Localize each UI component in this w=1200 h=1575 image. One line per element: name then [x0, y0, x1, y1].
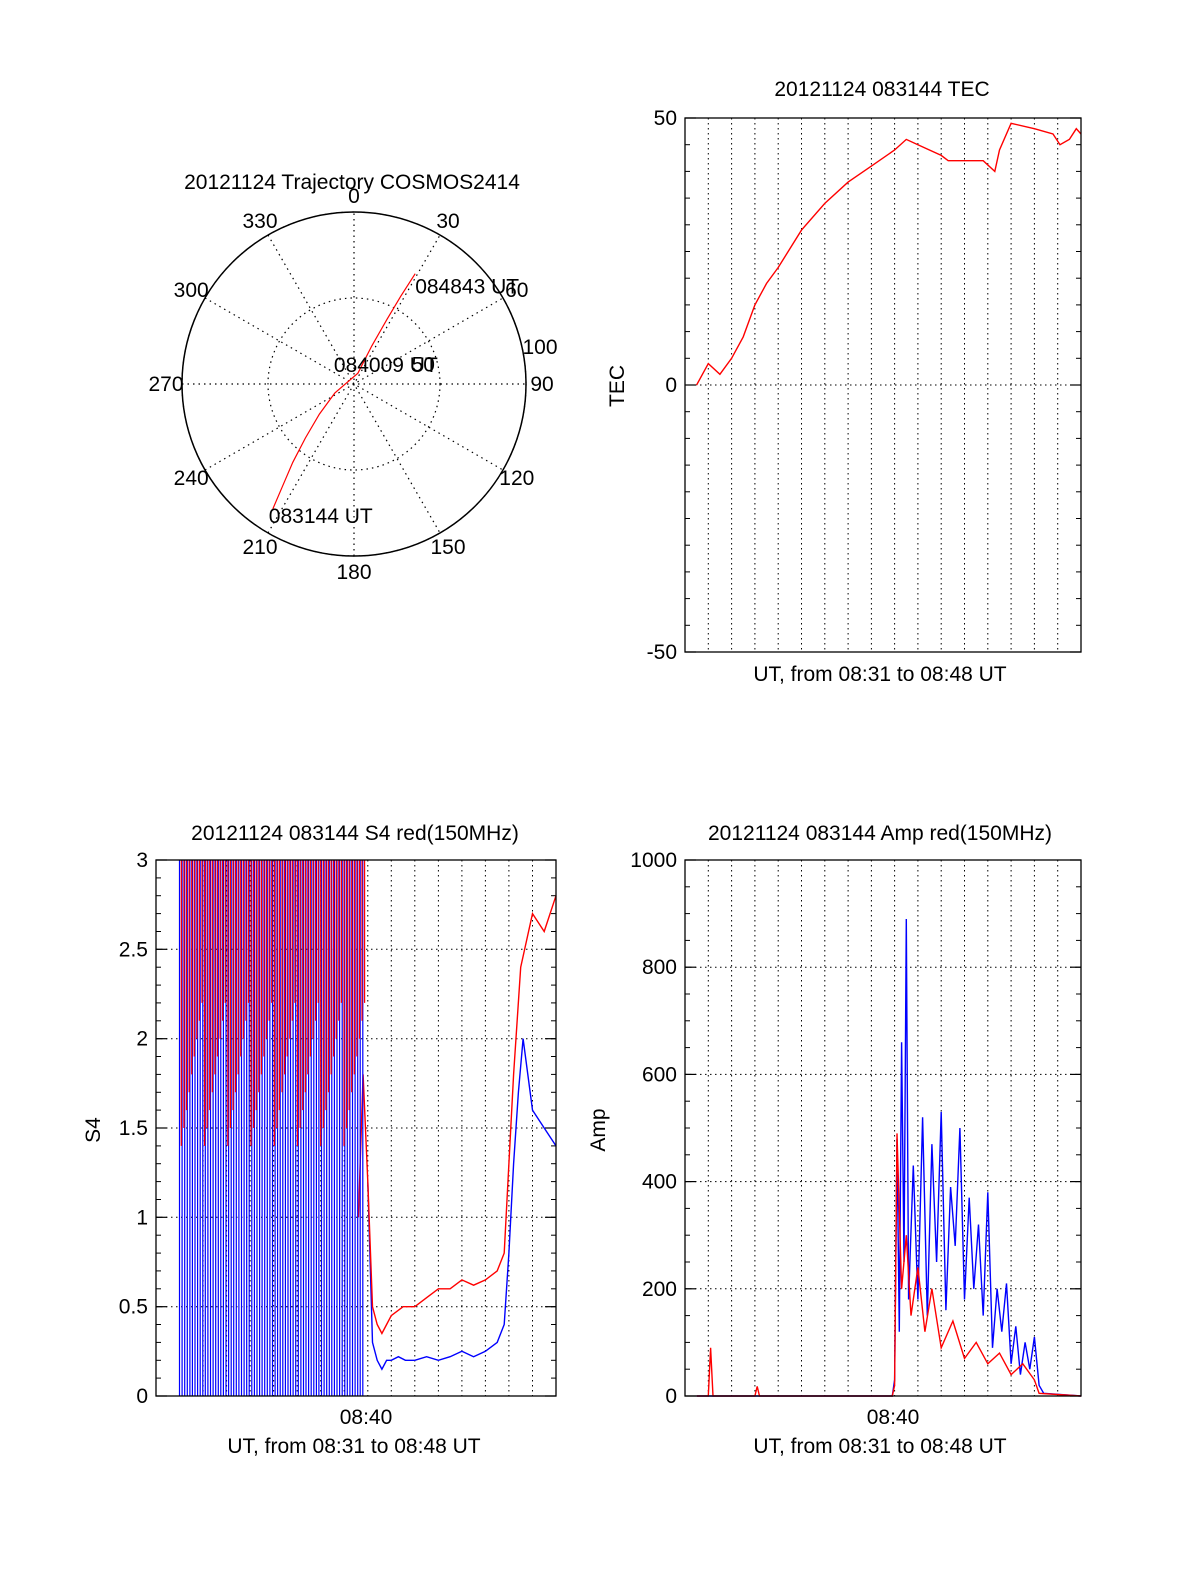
amp-panel: 20121124 083144 Amp red(150MHz) 08:40 UT… [587, 822, 1082, 1458]
y-tick-label: 1000 [630, 849, 677, 872]
plot-frame [684, 859, 1082, 1397]
y-tick-label: 2.5 [119, 938, 148, 961]
amp-ylabel: Amp [587, 1108, 610, 1151]
radial-label: 50 [412, 354, 435, 377]
series-line-red [695, 122, 1082, 386]
azimuth-label: 210 [242, 536, 277, 559]
azimuth-label: 30 [436, 210, 459, 233]
amp-xlabel: UT, from 08:31 to 08:48 UT [753, 1435, 1006, 1458]
y-tick-label: 0 [136, 1385, 148, 1408]
trajectory-panel: 20121124 Trajectory COSMOS2414 0 30 60 90 12… [148, 171, 557, 584]
plot-frame [684, 117, 1082, 653]
series-line-blue [696, 918, 1082, 1397]
y-tick-label: 800 [642, 956, 677, 979]
tec-panel: 20121124 083144 TEC UT, from 08:31 to 08… [606, 78, 1082, 686]
y-tick-label: 0.5 [119, 1296, 148, 1319]
series-line-blue [367, 1038, 557, 1371]
y-tick-label: 400 [642, 1171, 677, 1194]
polar-grid-ring-1 [267, 297, 441, 471]
series-line-red [357, 895, 557, 1336]
s4-xtick-label: 08:40 [340, 1406, 393, 1429]
y-tick-label: 1.5 [119, 1117, 148, 1140]
y-tick-label: 1 [136, 1206, 148, 1229]
y-tick-label: 50 [654, 107, 677, 130]
polar-grid-spoke [267, 234, 441, 534]
amp-title: 20121124 083144 Amp red(150MHz) [708, 822, 1052, 845]
azimuth-label: 90 [530, 373, 553, 396]
trajectory-point-label: 084009 UT [334, 354, 438, 377]
trajectory-title: 20121124 Trajectory COSMOS2414 [184, 171, 520, 194]
azimuth-label: 240 [174, 467, 209, 490]
trajectory-point-label: 084843 UT [415, 276, 519, 299]
s4-panel: 20121124 083144 S4 red(150MHz) 08:40 UT,… [82, 822, 557, 1458]
azimuth-label: 180 [336, 561, 371, 584]
series-dense-red [180, 860, 366, 1146]
plot-frame [155, 859, 557, 1397]
polar-outer-circle [181, 211, 527, 557]
azimuth-label: 330 [242, 210, 277, 233]
y-tick-label: 3 [136, 849, 148, 872]
azimuth-label: 300 [174, 279, 209, 302]
s4-ylabel: S4 [82, 1117, 105, 1143]
trajectory-path [272, 273, 416, 510]
tec-ylabel: TEC [606, 365, 629, 407]
s4-title: 20121124 083144 S4 red(150MHz) [191, 822, 519, 845]
y-tick-label: 200 [642, 1278, 677, 1301]
azimuth-label: 270 [148, 373, 183, 396]
y-tick-label: 2 [136, 1028, 148, 1051]
tec-xlabel: UT, from 08:31 to 08:48 UT [753, 663, 1006, 686]
azimuth-label: 150 [430, 536, 465, 559]
series-dense-blue [178, 860, 364, 1396]
s4-xlabel: UT, from 08:31 to 08:48 UT [227, 1435, 480, 1458]
y-tick-label: -50 [647, 641, 677, 664]
azimuth-label: 0 [348, 185, 360, 208]
series-line-red [696, 1133, 1082, 1397]
y-tick-label: 0 [665, 374, 677, 397]
y-tick-label: 600 [642, 1063, 677, 1086]
azimuth-label: 120 [499, 467, 534, 490]
y-tick-label: 0 [665, 1385, 677, 1408]
radial-label: 100 [522, 336, 557, 359]
tec-title: 20121124 083144 TEC [774, 78, 989, 101]
trajectory-point-label: 083144 UT [269, 505, 373, 528]
amp-xtick-label: 08:40 [867, 1406, 920, 1429]
azimuth-label: 60 [505, 279, 528, 302]
